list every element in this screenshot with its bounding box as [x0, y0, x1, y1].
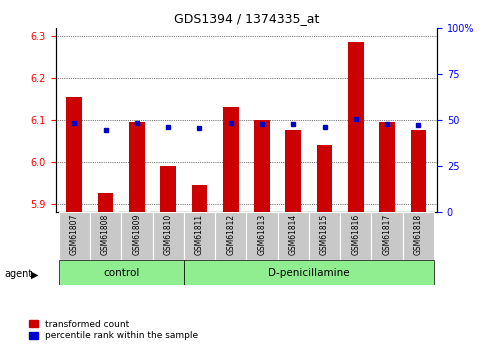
Text: GSM61817: GSM61817 — [383, 214, 392, 255]
Text: GSM61814: GSM61814 — [289, 214, 298, 255]
FancyBboxPatch shape — [153, 212, 184, 260]
Bar — [411, 130, 426, 212]
Bar — [348, 42, 364, 212]
FancyBboxPatch shape — [309, 212, 340, 260]
Bar — [98, 193, 114, 212]
Bar — [223, 107, 239, 212]
FancyBboxPatch shape — [215, 212, 246, 260]
FancyBboxPatch shape — [340, 212, 371, 260]
Text: GSM61812: GSM61812 — [226, 214, 235, 255]
Text: GSM61810: GSM61810 — [164, 214, 172, 255]
FancyBboxPatch shape — [278, 212, 309, 260]
Title: GDS1394 / 1374335_at: GDS1394 / 1374335_at — [174, 12, 319, 25]
FancyBboxPatch shape — [121, 212, 153, 260]
Text: D-penicillamine: D-penicillamine — [268, 268, 350, 277]
Text: GSM61813: GSM61813 — [257, 214, 267, 255]
FancyBboxPatch shape — [403, 212, 434, 260]
Text: ▶: ▶ — [31, 269, 39, 279]
FancyBboxPatch shape — [246, 212, 278, 260]
Bar — [192, 185, 207, 212]
Text: GSM61807: GSM61807 — [70, 214, 79, 255]
Text: GSM61815: GSM61815 — [320, 214, 329, 255]
Text: GSM61811: GSM61811 — [195, 214, 204, 255]
Text: GSM61818: GSM61818 — [414, 214, 423, 255]
FancyBboxPatch shape — [184, 212, 215, 260]
FancyBboxPatch shape — [184, 260, 434, 285]
FancyBboxPatch shape — [371, 212, 403, 260]
Bar — [129, 122, 145, 212]
Bar — [160, 166, 176, 212]
Legend: transformed count, percentile rank within the sample: transformed count, percentile rank withi… — [28, 320, 198, 341]
Bar — [67, 97, 82, 212]
Bar — [317, 145, 332, 212]
Text: GSM61816: GSM61816 — [351, 214, 360, 255]
Bar — [254, 120, 270, 212]
FancyBboxPatch shape — [90, 212, 121, 260]
Text: agent: agent — [5, 269, 33, 279]
Text: control: control — [103, 268, 140, 277]
Text: GSM61809: GSM61809 — [132, 214, 142, 255]
Bar — [379, 122, 395, 212]
Bar — [285, 130, 301, 212]
FancyBboxPatch shape — [58, 260, 184, 285]
Text: GSM61808: GSM61808 — [101, 214, 110, 255]
FancyBboxPatch shape — [58, 212, 90, 260]
